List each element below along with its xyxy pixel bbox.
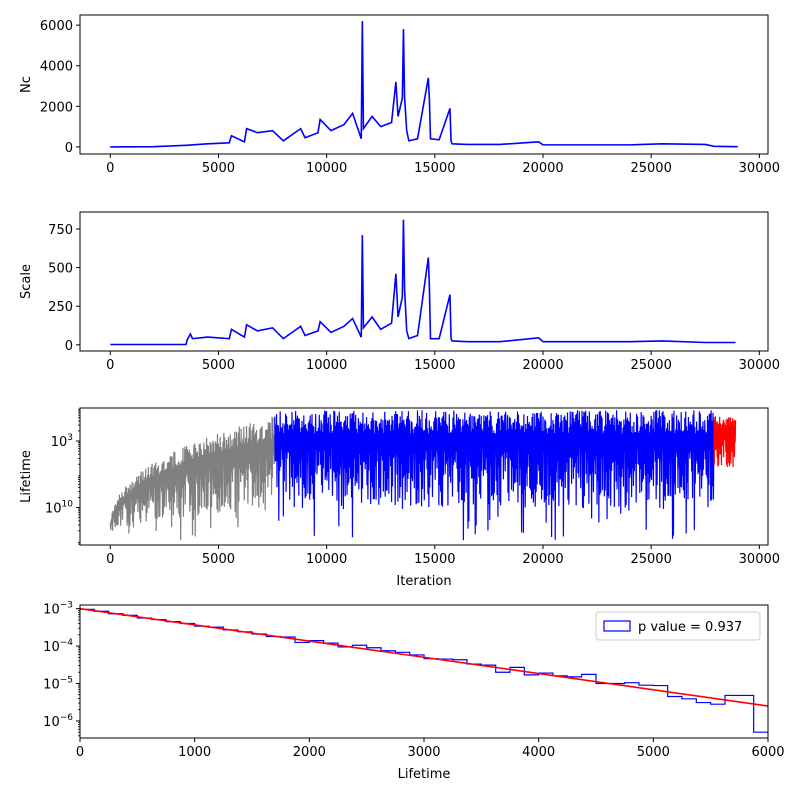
- x-tick-label: 30000: [739, 161, 780, 176]
- x-tick-label: 25000: [630, 358, 671, 373]
- chart-2-series-1-line: [110, 219, 736, 346]
- x-tick-label: 30000: [739, 358, 780, 373]
- y-tick-label: 10−4: [43, 638, 73, 655]
- x-tick-label: 5000: [202, 161, 235, 176]
- x-tick-label: 10000: [306, 552, 347, 567]
- y-tick-label: 0: [65, 141, 73, 156]
- x-tick-label: 25000: [630, 161, 671, 176]
- y-tick-label: 10−3: [43, 601, 73, 618]
- x-tick-label: 25000: [630, 552, 671, 567]
- x-tick-label: 6000: [751, 745, 784, 760]
- x-tick-label: 3000: [407, 745, 440, 760]
- x-tick-label: 0: [106, 552, 114, 567]
- legend-label: p value = 0.937: [638, 620, 742, 635]
- y-axis-title: Lifetime: [19, 450, 34, 503]
- x-tick-label: 4000: [522, 745, 555, 760]
- x-axis-title: Lifetime: [398, 767, 451, 782]
- axes-frame: [79, 14, 769, 155]
- chart-1-series-1-line: [110, 21, 738, 148]
- y-tick-base: 10: [43, 640, 60, 655]
- y-tick-label: 6000: [40, 19, 73, 34]
- chart-panel-4: 0 1000 2000 3000 4000 5000 600010−310−410−510−…: [43, 601, 784, 782]
- chart-panel-2: 0 5000 10000 15000 20000 25000 30000 0 250 500 750…: [19, 211, 780, 373]
- y-axis-title: Scale: [19, 264, 34, 299]
- x-tick-label: 5000: [637, 745, 670, 760]
- x-tick-label: 20000: [522, 552, 563, 567]
- x-tick-label: 15000: [414, 161, 455, 176]
- chart-3-series-1-trace: [109, 417, 276, 541]
- y-tick-exponent: −5: [60, 675, 73, 685]
- y-tick-label: 10−6: [43, 713, 73, 730]
- x-axis-title: Iteration: [396, 574, 451, 589]
- x-tick-label: 5000: [202, 358, 235, 373]
- legend-swatch: [603, 620, 631, 632]
- plot-area: [80, 607, 768, 733]
- y-tick-label: 4000: [40, 60, 73, 75]
- x-tick-label: 0: [106, 358, 114, 373]
- chart-4-series-2-line: [80, 607, 768, 707]
- x-tick-label: 20000: [522, 358, 563, 373]
- y-tick-base: 10: [43, 603, 60, 618]
- x-tick-label: 2000: [293, 745, 326, 760]
- y-tick-exponent: 10: [62, 500, 74, 510]
- x-tick-label: 15000: [414, 552, 455, 567]
- x-tick-label: 10000: [306, 358, 347, 373]
- y-tick-label: 103: [51, 433, 73, 450]
- y-tick-exponent: −4: [60, 638, 74, 648]
- x-tick-label: 30000: [739, 552, 780, 567]
- y-tick-label: 2000: [40, 100, 73, 115]
- y-tick-label: 0: [65, 339, 73, 354]
- y-tick-base: 10: [43, 677, 60, 692]
- y-tick-base: 10: [43, 715, 60, 730]
- y-tick-exponent: −6: [60, 713, 74, 723]
- x-tick-label: 5000: [202, 552, 235, 567]
- y-tick-label: 10−5: [43, 675, 73, 692]
- x-tick-label: 15000: [414, 358, 455, 373]
- plot-area: [110, 21, 738, 148]
- y-tick-label: 750: [48, 223, 73, 238]
- y-tick-base: 10: [51, 435, 68, 450]
- chart-panel-3: 0 5000 10000 15000 20000 25000 300001010103Lif…: [19, 407, 780, 589]
- x-tick-label: 0: [76, 745, 84, 760]
- chart-panel-1: 0 5000 10000 15000 20000 25000 30000 0 2000 4000 6…: [19, 14, 780, 176]
- plot-area: [110, 219, 736, 346]
- chart-3-series-2-trace: [274, 410, 715, 541]
- y-tick-label: 1010: [45, 500, 73, 517]
- y-tick-exponent: 3: [67, 433, 73, 443]
- y-tick-base: 10: [45, 502, 62, 517]
- y-tick-label: 250: [48, 300, 73, 315]
- x-tick-label: 1000: [178, 745, 211, 760]
- axes-frame: [79, 407, 769, 546]
- x-tick-label: 10000: [306, 161, 347, 176]
- chart-3-series-3-trace: [713, 416, 737, 468]
- axes-frame: [79, 211, 769, 352]
- x-tick-label: 0: [106, 161, 114, 176]
- x-tick-label: 20000: [522, 161, 563, 176]
- legend-box: [595, 611, 761, 641]
- y-tick-label: 500: [48, 262, 73, 277]
- y-axis-title: Nc: [19, 76, 34, 93]
- y-tick-exponent: −3: [60, 601, 73, 611]
- plot-area: [109, 410, 737, 541]
